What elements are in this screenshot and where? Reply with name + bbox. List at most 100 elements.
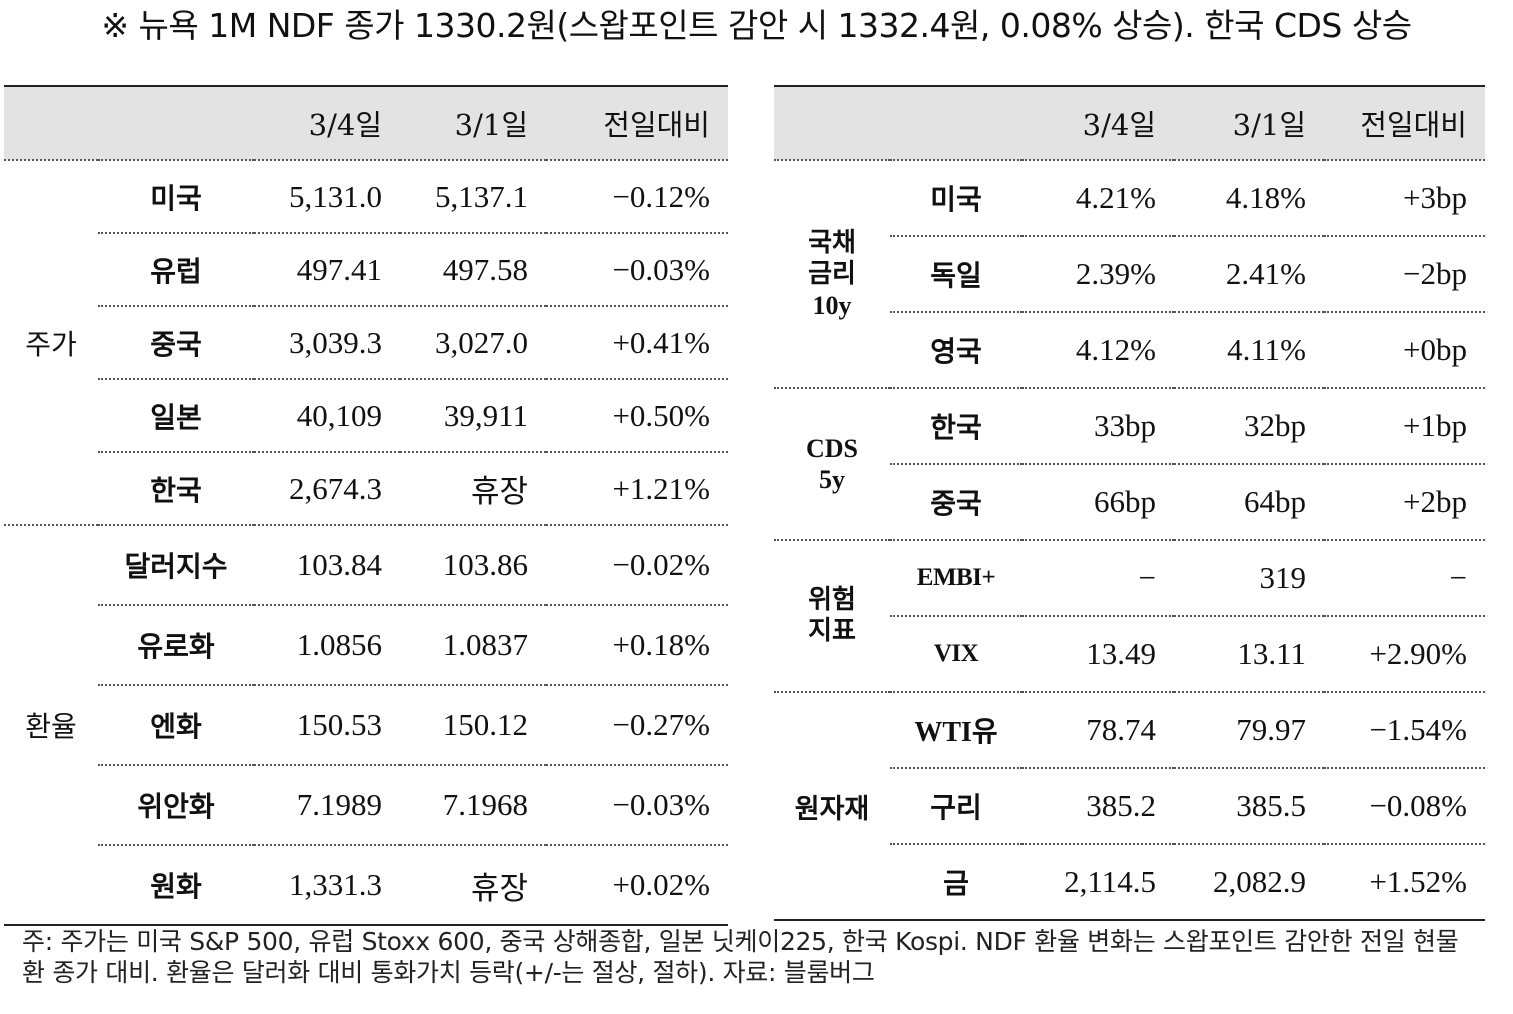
- value-change: −0.08%: [1324, 768, 1485, 845]
- value-change: −0.12%: [546, 160, 728, 234]
- value-date-1: 385.2: [1022, 768, 1174, 845]
- value-date-1: 1,331.3: [254, 845, 400, 926]
- value-date-2: 1.0837: [400, 605, 546, 686]
- value-date-2: 64bp: [1174, 464, 1324, 541]
- group-label-risk-indicators: 위험 지표: [774, 540, 890, 693]
- value-date-1: 7.1989: [254, 765, 400, 846]
- table-row: 구리 385.2 385.5 −0.08%: [774, 768, 1485, 845]
- value-date-2: 150.12: [400, 685, 546, 766]
- value-date-1: 497.41: [254, 233, 400, 307]
- row-name: 한국: [890, 388, 1022, 465]
- row-name: 원화: [98, 845, 254, 926]
- value-date-2: 13.11: [1174, 616, 1324, 693]
- row-name: EMBI+: [890, 540, 1022, 617]
- table-row: 독일 2.39% 2.41% −2bp: [774, 236, 1485, 313]
- value-change: +1bp: [1324, 388, 1485, 465]
- row-name: VIX: [890, 616, 1022, 693]
- table-row: CDS 5y 한국 33bp 32bp +1bp: [774, 388, 1485, 541]
- row-name: 독일: [890, 236, 1022, 313]
- table-row: 국채 금리 10y 미국 4.21% 4.18% +3bp: [774, 160, 1485, 389]
- row-name: 영국: [890, 312, 1022, 389]
- value-date-2: 4.18%: [1174, 160, 1324, 237]
- row-name: 엔화: [98, 685, 254, 766]
- value-change: −2bp: [1324, 236, 1485, 313]
- value-change: +3bp: [1324, 160, 1485, 237]
- table-row: 유럽 497.41 497.58 −0.03%: [4, 233, 728, 307]
- value-date-2: 2,082.9: [1174, 844, 1324, 921]
- value-date-1: 13.49: [1022, 616, 1174, 693]
- value-date-2: 2.41%: [1174, 236, 1324, 313]
- stock-fx-table: 3/4일 3/1일 전일대비 주가 미국 5,131.0 5,137.1 −0.…: [4, 85, 728, 926]
- value-date-2: 103.86: [400, 525, 546, 606]
- row-name: 유럽: [98, 233, 254, 307]
- value-date-1: 33bp: [1022, 388, 1174, 465]
- value-date-1: −: [1022, 540, 1174, 617]
- value-date-1: 4.12%: [1022, 312, 1174, 389]
- header-change: 전일대비: [546, 86, 728, 161]
- table-header: 3/4일 3/1일 전일대비: [774, 86, 1485, 161]
- row-name: 유로화: [98, 605, 254, 686]
- table-row: 엔화 150.53 150.12 −0.27%: [4, 685, 728, 766]
- table-row: 주가 미국 5,131.0 5,137.1 −0.12%: [4, 160, 728, 526]
- value-change: +0.41%: [546, 306, 728, 380]
- group-label-stocks: 주가: [4, 160, 98, 526]
- value-date-2: 385.5: [1174, 768, 1324, 845]
- row-name: 미국: [98, 160, 254, 234]
- row-name: 한국: [98, 452, 254, 526]
- value-date-2: 3,027.0: [400, 306, 546, 380]
- row-name: 중국: [890, 464, 1022, 541]
- table-row: 위안화 7.1989 7.1968 −0.03%: [4, 765, 728, 846]
- value-date-1: 5,131.0: [254, 160, 400, 234]
- page-title: ※ 뉴욕 1M NDF 종가 1330.2원(스왑포인트 감안 시 1332.4…: [101, 6, 1412, 45]
- value-change: +0.18%: [546, 605, 728, 686]
- value-date-1: 40,109: [254, 379, 400, 453]
- value-date-2: 79.97: [1174, 692, 1324, 769]
- row-name: 달러지수: [98, 525, 254, 606]
- row-name: 일본: [98, 379, 254, 453]
- value-date-1: 1.0856: [254, 605, 400, 686]
- value-change: −0.03%: [546, 765, 728, 846]
- value-change: −0.03%: [546, 233, 728, 307]
- table-row: 일본 40,109 39,911 +0.50%: [4, 379, 728, 453]
- table-row: 중국 66bp 64bp +2bp: [774, 464, 1485, 541]
- footnote: 주: 주가는 미국 S&P 500, 유럽 Stoxx 600, 중국 상해종합…: [22, 927, 1459, 987]
- table-row: 환율 달러지수 103.84 103.86 −0.02%: [4, 525, 728, 926]
- table-row: 유로화 1.0856 1.0837 +0.18%: [4, 605, 728, 686]
- row-name: 미국: [890, 160, 1022, 237]
- table-row: 영국 4.12% 4.11% +0bp: [774, 312, 1485, 389]
- value-change: +1.52%: [1324, 844, 1485, 921]
- group-label-bond-yield: 국채 금리 10y: [774, 160, 890, 389]
- value-date-1: 78.74: [1022, 692, 1174, 769]
- value-date-1: 2,114.5: [1022, 844, 1174, 921]
- header-date-2: 3/1일: [400, 86, 546, 161]
- value-date-2: 497.58: [400, 233, 546, 307]
- value-date-2: 319: [1174, 540, 1324, 617]
- header-date-1: 3/4일: [254, 86, 400, 161]
- table-row: 금 2,114.5 2,082.9 +1.52%: [774, 844, 1485, 921]
- value-date-2: 32bp: [1174, 388, 1324, 465]
- row-name: 중국: [98, 306, 254, 380]
- value-change: +0.02%: [546, 845, 728, 926]
- value-change: −1.54%: [1324, 692, 1485, 769]
- value-change: +0bp: [1324, 312, 1485, 389]
- group-label-commodities: 원자재: [774, 692, 890, 921]
- value-date-2: 4.11%: [1174, 312, 1324, 389]
- value-date-2: 5,137.1: [400, 160, 546, 234]
- value-change: −0.02%: [546, 525, 728, 606]
- header-date-2: 3/1일: [1174, 86, 1324, 161]
- table-row: 한국 2,674.3 휴장 +1.21%: [4, 452, 728, 526]
- rates-risk-commodities-table: 3/4일 3/1일 전일대비 국채 금리 10y 미국 4.21% 4.18% …: [774, 85, 1485, 921]
- value-date-1: 4.21%: [1022, 160, 1174, 237]
- table-row: 중국 3,039.3 3,027.0 +0.41%: [4, 306, 728, 380]
- value-date-2: 휴장: [400, 845, 546, 926]
- table-row: VIX 13.49 13.11 +2.90%: [774, 616, 1485, 693]
- table-row: 원자재 WTI유 78.74 79.97 −1.54%: [774, 692, 1485, 921]
- value-change: +2.90%: [1324, 616, 1485, 693]
- header-date-1: 3/4일: [1022, 86, 1174, 161]
- row-name: WTI유: [890, 692, 1022, 769]
- group-label-fx: 환율: [4, 525, 98, 926]
- row-name: 금: [890, 844, 1022, 921]
- row-name: 구리: [890, 768, 1022, 845]
- value-change: −: [1324, 540, 1485, 617]
- group-label-cds: CDS 5y: [774, 388, 890, 541]
